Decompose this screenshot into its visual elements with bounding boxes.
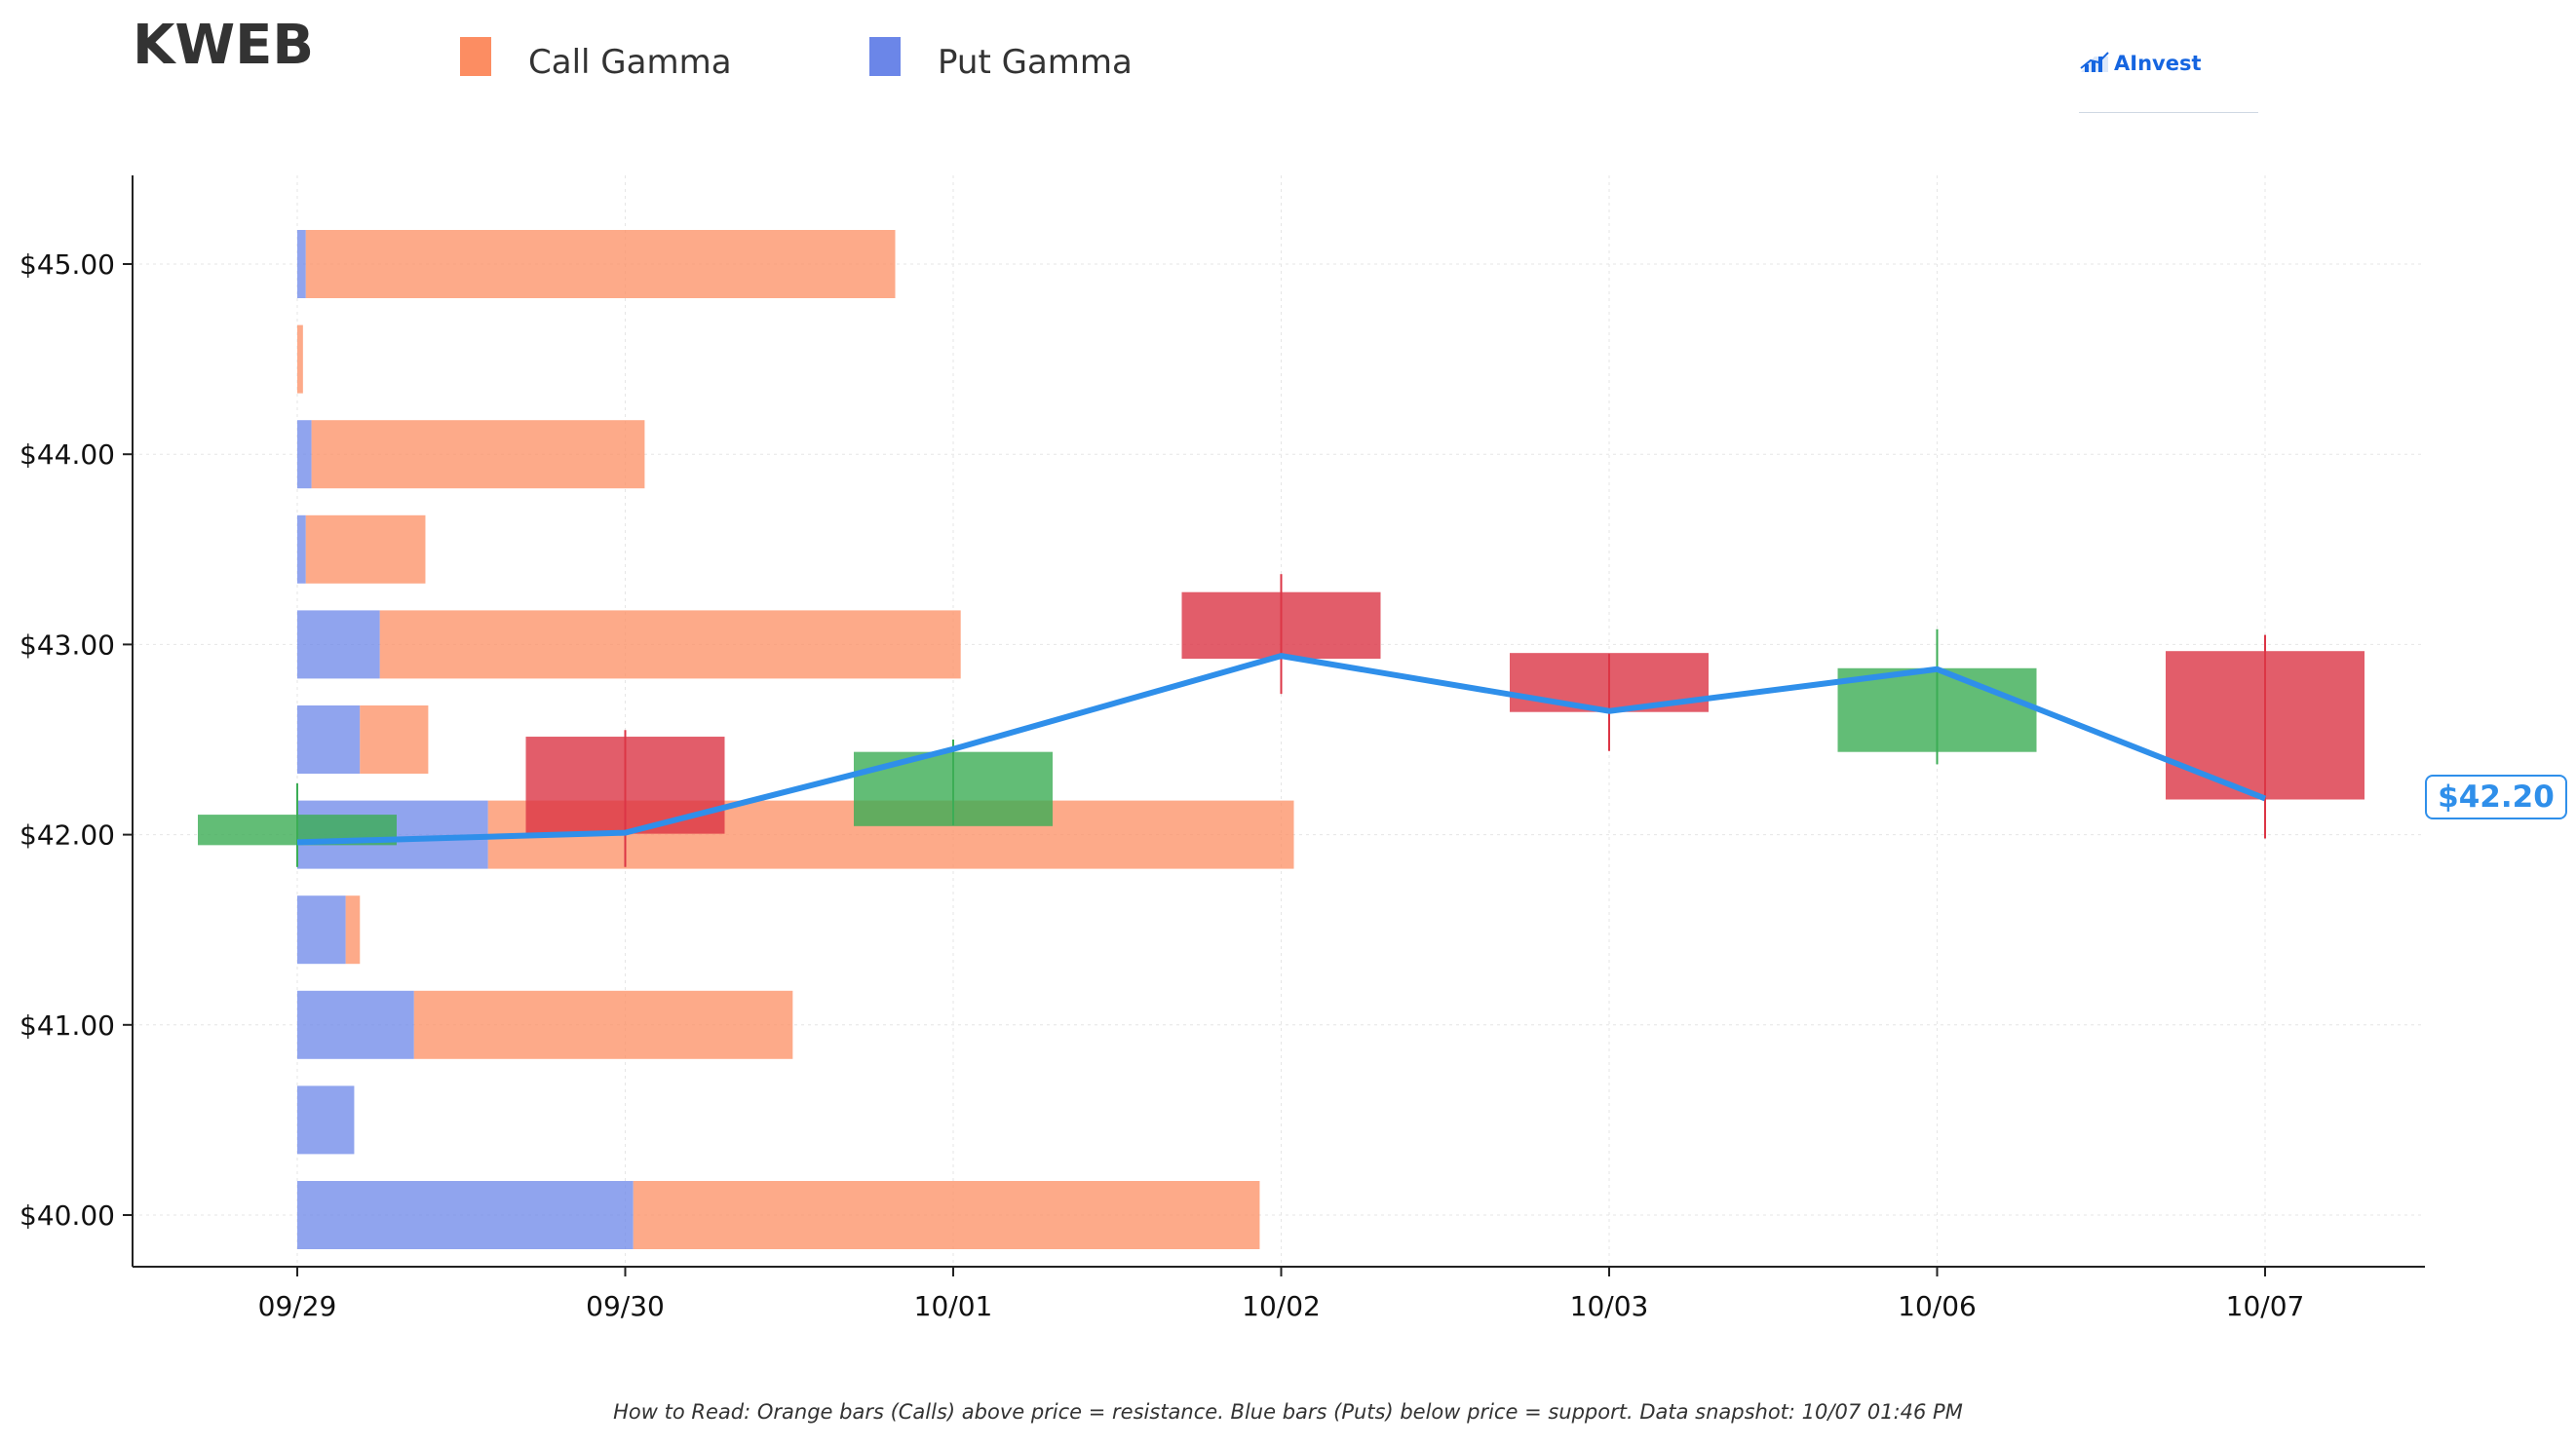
brand-chart-icon xyxy=(2080,52,2109,72)
legend-call-label: Call Gamma xyxy=(528,43,732,82)
x-tick-label: 09/30 xyxy=(586,1290,665,1322)
x-tick-label: 10/01 xyxy=(914,1290,993,1322)
put-gamma-bar xyxy=(297,990,414,1059)
call-gamma-bar xyxy=(311,420,645,489)
x-tick-label: 09/29 xyxy=(258,1290,337,1322)
candle-body xyxy=(525,737,725,834)
x-tick-label: 10/06 xyxy=(1898,1290,1977,1322)
call-gamma-bar xyxy=(379,610,961,679)
brand-divider xyxy=(2079,112,2258,113)
y-tick-label: $41.00 xyxy=(19,1009,115,1042)
call-gamma-bar xyxy=(305,514,426,584)
put-gamma-bar xyxy=(297,1085,355,1155)
price-line xyxy=(296,653,2267,846)
put-gamma-bar xyxy=(297,420,312,489)
y-tick-label: $42.00 xyxy=(19,819,115,852)
candle-body xyxy=(1837,667,2037,752)
y-tick-label: $44.00 xyxy=(19,438,115,471)
call-gamma-bar xyxy=(360,705,429,774)
call-gamma-bar xyxy=(413,990,793,1059)
call-gamma-bar xyxy=(305,230,896,298)
y-tick-label: $40.00 xyxy=(19,1199,115,1232)
put-gamma-bar xyxy=(297,514,306,584)
y-tick-label: $43.00 xyxy=(19,628,115,661)
legend-put-label: Put Gamma xyxy=(938,43,1133,82)
call-gamma-bar xyxy=(633,1181,1260,1249)
put-gamma-bar xyxy=(297,705,361,774)
x-tick-label: 10/07 xyxy=(2226,1290,2305,1322)
put-gamma-bar xyxy=(297,1181,634,1249)
brand-name: AInvest xyxy=(2114,52,2202,75)
candle-body xyxy=(2166,651,2365,800)
call-gamma-bar xyxy=(345,895,361,965)
candle-body xyxy=(1181,591,1381,660)
put-gamma-bar xyxy=(297,230,306,298)
last-price-label: $42.20 xyxy=(2425,775,2567,819)
call-gamma-bar xyxy=(297,324,303,394)
footnote: How to Read: Orange bars (Calls) above p… xyxy=(613,1400,1963,1424)
put-gamma-bar xyxy=(297,610,380,679)
legend-call-swatch xyxy=(460,37,491,76)
brand-logo: AInvest xyxy=(2079,47,2258,113)
y-tick-label: $45.00 xyxy=(19,248,115,281)
x-tick-label: 10/03 xyxy=(1570,1290,1649,1322)
x-tick-label: 10/02 xyxy=(1242,1290,1321,1322)
put-gamma-bar xyxy=(297,895,346,965)
legend-put-swatch xyxy=(869,37,901,76)
chart-title: KWEB xyxy=(133,14,315,77)
